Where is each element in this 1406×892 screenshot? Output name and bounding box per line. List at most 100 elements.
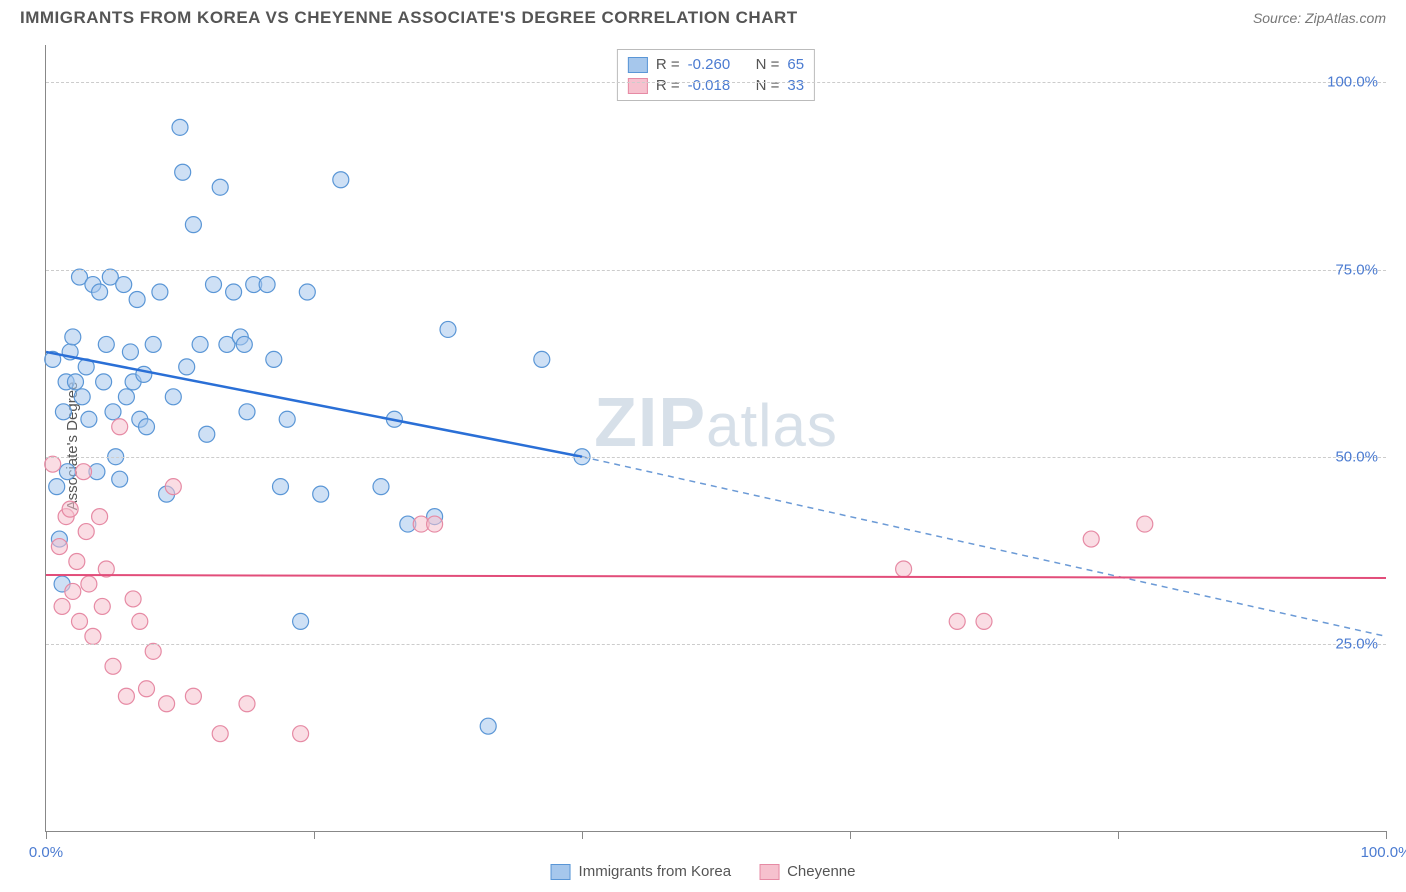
scatter-point (373, 479, 389, 495)
scatter-point (118, 389, 134, 405)
scatter-point (65, 329, 81, 345)
chart-title: IMMIGRANTS FROM KOREA VS CHEYENNE ASSOCI… (20, 8, 798, 28)
scatter-point (259, 277, 275, 293)
scatter-point (69, 554, 85, 570)
scatter-point (105, 658, 121, 674)
scatter-point (76, 464, 92, 480)
scatter-point (112, 419, 128, 435)
scatter-point (440, 321, 456, 337)
scatter-point (125, 591, 141, 607)
scatter-point (273, 479, 289, 495)
legend-swatch (551, 864, 571, 880)
source-attribution: Source: ZipAtlas.com (1253, 10, 1386, 26)
legend-swatch (628, 57, 648, 73)
scatter-point (92, 509, 108, 525)
scatter-point (172, 119, 188, 135)
legend-series-item: Immigrants from Korea (551, 863, 732, 880)
scatter-point (333, 172, 349, 188)
scatter-point (139, 419, 155, 435)
scatter-point (132, 613, 148, 629)
scatter-point (94, 598, 110, 614)
scatter-point (206, 277, 222, 293)
x-tick (314, 831, 315, 839)
scatter-point (239, 404, 255, 420)
scatter-point (159, 696, 175, 712)
legend-series-label: Cheyenne (787, 863, 855, 880)
chart-plot-area: ZIPatlas R =-0.260N =65R =-0.018N =33 25… (45, 45, 1386, 832)
scatter-point (116, 277, 132, 293)
scatter-point (49, 479, 65, 495)
scatter-point (74, 389, 90, 405)
scatter-point (192, 336, 208, 352)
scatter-point (65, 583, 81, 599)
scatter-point (534, 351, 550, 367)
scatter-point (236, 336, 252, 352)
legend-series-item: Cheyenne (759, 863, 855, 880)
scatter-point (62, 501, 78, 517)
scatter-point (279, 411, 295, 427)
gridline-h (46, 644, 1386, 645)
scatter-point (139, 681, 155, 697)
scatter-svg (46, 45, 1386, 831)
x-tick (46, 831, 47, 839)
y-tick-label: 100.0% (1327, 74, 1378, 91)
scatter-point (145, 643, 161, 659)
scatter-point (51, 539, 67, 555)
scatter-point (105, 404, 121, 420)
scatter-point (427, 516, 443, 532)
legend-correlation-row: R = -0.260 N = 65 (628, 54, 804, 75)
scatter-point (165, 479, 181, 495)
legend-n-value: 65 (787, 56, 804, 73)
source-name: ZipAtlas.com (1305, 10, 1386, 26)
legend-series-label: Immigrants from Korea (579, 863, 732, 880)
legend-r-label: R = (656, 56, 680, 73)
scatter-point (266, 351, 282, 367)
x-tick (582, 831, 583, 839)
series-legend: Immigrants from Korea Cheyenne (551, 863, 856, 880)
scatter-point (212, 726, 228, 742)
legend-n-value: 33 (787, 77, 804, 94)
scatter-point (212, 179, 228, 195)
gridline-h (46, 270, 1386, 271)
scatter-point (949, 613, 965, 629)
y-tick-label: 75.0% (1335, 261, 1378, 278)
scatter-point (185, 688, 201, 704)
x-tick-label: 0.0% (29, 844, 63, 861)
x-tick (1118, 831, 1119, 839)
scatter-point (129, 292, 145, 308)
legend-swatch (759, 864, 779, 880)
legend-r-value: -0.260 (688, 56, 748, 73)
legend-swatch (628, 78, 648, 94)
chart-header: IMMIGRANTS FROM KOREA VS CHEYENNE ASSOCI… (0, 0, 1406, 32)
scatter-point (72, 613, 88, 629)
scatter-point (299, 284, 315, 300)
scatter-point (112, 471, 128, 487)
legend-r-label: R = (656, 77, 680, 94)
scatter-point (185, 217, 201, 233)
scatter-point (122, 344, 138, 360)
legend-correlation-row: R =-0.018N =33 (628, 75, 804, 96)
scatter-point (55, 404, 71, 420)
x-tick-label: 100.0% (1361, 844, 1406, 861)
scatter-point (81, 411, 97, 427)
trend-line-extrapolated (582, 457, 1386, 637)
scatter-point (480, 718, 496, 734)
scatter-point (145, 336, 161, 352)
scatter-point (45, 456, 61, 472)
scatter-point (92, 284, 108, 300)
scatter-point (1137, 516, 1153, 532)
gridline-h (46, 82, 1386, 83)
scatter-point (81, 576, 97, 592)
legend-n-label: N = (756, 77, 780, 94)
legend-n-label: N = (756, 56, 780, 73)
scatter-point (98, 336, 114, 352)
scatter-point (59, 464, 75, 480)
gridline-h (46, 457, 1386, 458)
scatter-point (85, 628, 101, 644)
x-tick (850, 831, 851, 839)
scatter-point (226, 284, 242, 300)
scatter-point (976, 613, 992, 629)
scatter-point (239, 696, 255, 712)
trend-line (46, 575, 1386, 578)
scatter-point (199, 426, 215, 442)
